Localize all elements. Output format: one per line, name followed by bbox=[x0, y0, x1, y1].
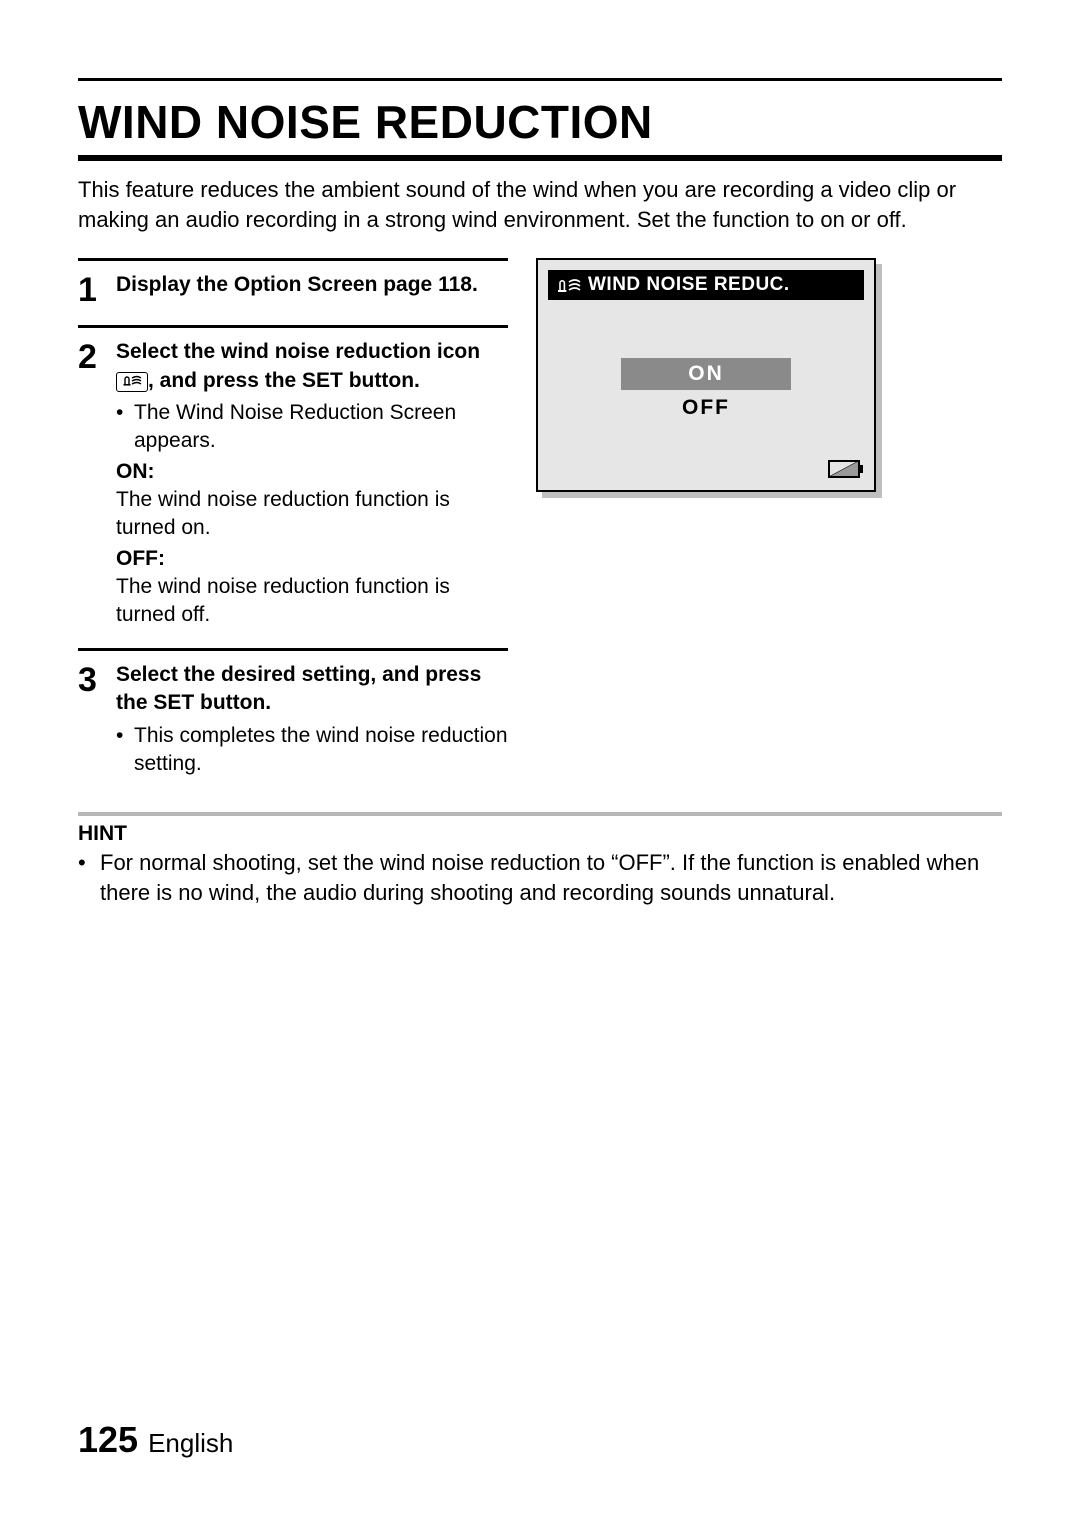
step-number: 1 bbox=[78, 271, 116, 307]
on-body: The wind noise reduction function is tur… bbox=[116, 486, 508, 543]
hint-rule bbox=[78, 812, 1002, 816]
battery-icon bbox=[828, 458, 864, 480]
lcd-illustration: WIND NOISE REDUC. ON OFF bbox=[536, 258, 876, 492]
lcd-title-text: WIND NOISE REDUC. bbox=[588, 274, 790, 296]
title-rule bbox=[78, 155, 1002, 161]
step-3: 3 Select the desired setting, and press … bbox=[78, 648, 508, 796]
step-number: 2 bbox=[78, 338, 116, 629]
bullet-text: This completes the wind noise reduction … bbox=[134, 722, 508, 779]
top-rule bbox=[78, 78, 1002, 81]
bullet-dot: • bbox=[78, 848, 100, 907]
off-label: OFF: bbox=[116, 545, 508, 573]
steps-column: 1 Display the Option Screen page 118. 2 … bbox=[78, 258, 508, 796]
on-label: ON: bbox=[116, 458, 508, 486]
step-heading-pre: Select the wind noise reduction icon bbox=[116, 340, 480, 363]
hint-body: For normal shooting, set the wind noise … bbox=[100, 848, 1002, 907]
step-heading: Select the desired setting, and press th… bbox=[116, 661, 508, 718]
hint-bullet: • For normal shooting, set the wind nois… bbox=[78, 848, 1002, 907]
step-bullet: • The Wind Noise Reduction Screen appear… bbox=[116, 399, 508, 456]
lcd-screen: WIND NOISE REDUC. ON OFF bbox=[536, 258, 876, 492]
step-heading: Display the Option Screen page 118. bbox=[116, 271, 508, 299]
step-2: 2 Select the wind noise reduction icon ,… bbox=[78, 325, 508, 647]
intro-text: This feature reduces the ambient sound o… bbox=[78, 175, 1002, 234]
step-heading: Select the wind noise reduction icon , a… bbox=[116, 338, 508, 395]
page-language: English bbox=[148, 1428, 233, 1459]
lcd-title-bar: WIND NOISE REDUC. bbox=[548, 270, 864, 300]
mic-wind-icon bbox=[556, 277, 582, 293]
step-heading-post: , and press the SET button. bbox=[148, 369, 420, 392]
lcd-option-on: ON bbox=[621, 358, 791, 390]
page-number: 125 bbox=[78, 1419, 138, 1461]
lcd-option-off: OFF bbox=[682, 396, 730, 420]
bullet-text: The Wind Noise Reduction Screen appears. bbox=[134, 399, 508, 456]
bullet-dot: • bbox=[116, 399, 134, 456]
hint-label: HINT bbox=[78, 822, 1002, 846]
page-title: WIND NOISE REDUCTION bbox=[78, 95, 1002, 149]
step-number: 3 bbox=[78, 661, 116, 778]
bullet-dot: • bbox=[116, 722, 134, 779]
off-body: The wind noise reduction function is tur… bbox=[116, 573, 508, 630]
page-footer: 125 English bbox=[78, 1419, 233, 1461]
wind-noise-icon bbox=[116, 372, 148, 392]
step-1: 1 Display the Option Screen page 118. bbox=[78, 258, 508, 325]
step-bullet: • This completes the wind noise reductio… bbox=[116, 722, 508, 779]
